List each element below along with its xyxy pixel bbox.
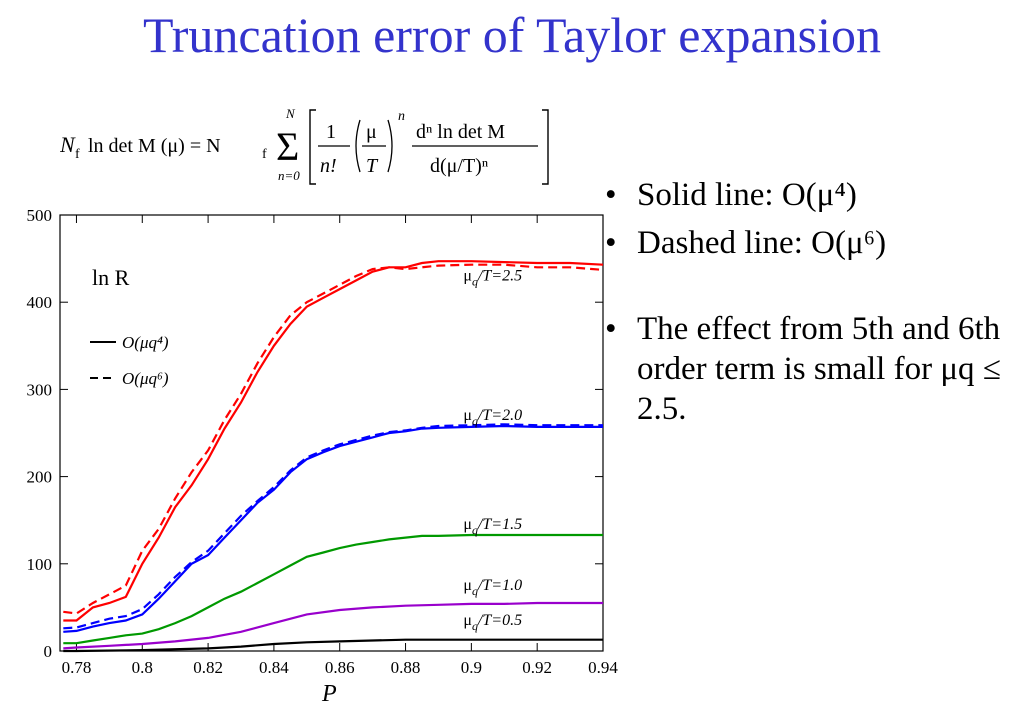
y-tick-label: 500	[27, 206, 53, 225]
series-solid-line	[63, 638, 603, 653]
x-tick-label: 0.8	[132, 658, 153, 677]
curve-label: μq/T=1.5	[463, 516, 522, 537]
legend-solid-label: O(μq⁴)	[122, 333, 169, 352]
plot-frame	[59, 214, 604, 652]
formula-frac2-den: T	[366, 155, 379, 177]
bullet-dashed-line: • Dashed line: O(μ⁶)	[605, 223, 1015, 263]
bullet-dot: •	[605, 177, 617, 213]
formula-deriv-num: dⁿ ln det M	[416, 121, 505, 143]
slide-title: Truncation error of Taylor expansion	[142, 7, 881, 63]
y-tick-label: 100	[27, 555, 53, 574]
formula-lhs-text: ln det M (μ) = N	[88, 135, 221, 157]
formula-nf-left: N	[60, 132, 76, 157]
legend: O(μq⁴) O(μq⁶)	[90, 333, 169, 388]
formula-sum-bottom: n=0	[278, 168, 300, 183]
formula-right-paren	[387, 119, 393, 173]
formula-sum-sign: Σ	[276, 124, 299, 169]
formula-power: n	[398, 109, 405, 124]
taylor-formula: N f ln det M (μ) = N f Σ N n=0 1 n! μ T …	[60, 106, 549, 185]
series-solid-line	[63, 533, 603, 645]
curves	[63, 260, 604, 653]
legend-dashed-label: O(μq⁶)	[122, 369, 169, 388]
formula-sum-top: N	[285, 106, 296, 121]
formula-left-bracket	[309, 109, 316, 185]
bullet-solid-text: Solid line: O(μ⁴)	[637, 177, 857, 213]
y-tick-label: 0	[44, 642, 53, 661]
x-tick-label: 0.9	[461, 658, 482, 677]
y-axis-label: ln R	[92, 265, 130, 290]
formula-frac2-num: μ	[366, 121, 377, 143]
axis-ticks: 0.78 0.8 0.82 0.84 0.86 0.88 0.9 0.92 0.94 0 100 20…	[27, 206, 619, 677]
x-tick-label: 0.84	[259, 658, 289, 677]
curve-label: μq/T=2.5	[463, 267, 522, 288]
x-tick-label: 0.94	[588, 658, 618, 677]
x-tick-label: 0.88	[391, 658, 421, 677]
bullet-dot: •	[605, 311, 617, 347]
formula-deriv-den: d(μ/T)ⁿ	[430, 155, 488, 177]
x-tick-label: 0.78	[62, 658, 92, 677]
bullet-effect-text: The effect from 5th and 6th order term i…	[637, 311, 1001, 427]
series-solid-line	[63, 260, 604, 622]
formula-left-paren	[355, 119, 361, 173]
bullet-effect: • The effect from 5th and 6th order term…	[605, 309, 1015, 429]
bullet-dot: •	[605, 225, 617, 261]
series-dashed-line	[63, 423, 603, 630]
formula-nf-sub-left: f	[75, 147, 80, 162]
bullet-solid-line: • Solid line: O(μ⁴)	[605, 175, 1015, 215]
curve-label: μq/T=0.5	[463, 612, 522, 633]
curve-label: μq/T=1.0	[463, 577, 522, 598]
x-tick-label: 0.82	[193, 658, 223, 677]
bullet-dashed-text: Dashed line: O(μ⁶)	[637, 225, 887, 261]
series-solid-line	[63, 601, 603, 650]
x-tick-label: 0.92	[522, 658, 552, 677]
y-tick-label: 400	[27, 293, 53, 312]
formula-nf-sub-right: f	[262, 147, 267, 162]
y-tick-label: 200	[27, 468, 53, 487]
curve-labels: μq/T=2.5 μq/T=2.0 μq/T=1.5 μq/T=1.0 μq/T=0.5	[463, 267, 522, 632]
x-axis-label: P	[321, 681, 337, 707]
series-solid-line	[63, 424, 603, 633]
y-tick-label: 300	[27, 380, 53, 399]
formula-right-bracket	[542, 109, 549, 185]
formula-frac1-num: 1	[326, 121, 336, 143]
curve-label: μq/T=2.0	[463, 407, 522, 428]
bullet-list: • Solid line: O(μ⁴) • Dashed line: O(μ⁶)…	[605, 175, 1015, 437]
x-tick-label: 0.86	[325, 658, 355, 677]
lnR-chart: 0.78 0.8 0.82 0.84 0.86 0.88 0.9 0.92 0.94 0 100 20…	[27, 206, 619, 707]
formula-frac1-den: n!	[320, 155, 337, 177]
